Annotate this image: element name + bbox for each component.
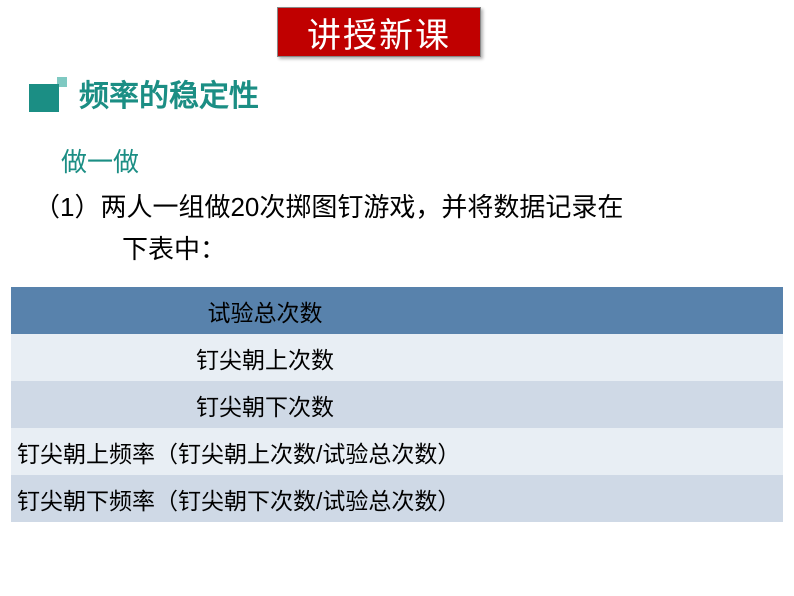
table-cell-value bbox=[519, 287, 783, 334]
instruction-line2: 下表中： bbox=[122, 229, 623, 271]
section-icon-big bbox=[29, 84, 59, 112]
table-row: 钉尖朝下次数 bbox=[11, 381, 783, 428]
table-cell-label: 试验总次数 bbox=[11, 287, 519, 334]
table-cell-value bbox=[519, 334, 783, 381]
experiment-table: 试验总次数 钉尖朝上次数 钉尖朝下次数 钉尖朝上频率（钉尖朝上次数/试验总次数）… bbox=[11, 287, 783, 522]
table-cell-value bbox=[519, 475, 783, 522]
instruction-text: （1）两人一组做20次掷图钉游戏，并将数据记录在 下表中： bbox=[34, 187, 623, 270]
table-cell-value bbox=[519, 381, 783, 428]
table-cell-label: 钉尖朝上频率（钉尖朝上次数/试验总次数） bbox=[11, 428, 519, 475]
section-icon bbox=[29, 77, 69, 112]
section-header: 频率的稳定性 bbox=[29, 77, 259, 112]
section-title: 频率的稳定性 bbox=[79, 82, 259, 112]
table-row: 钉尖朝下频率（钉尖朝下次数/试验总次数） bbox=[11, 475, 783, 522]
instruction-line1: （1）两人一组做20次掷图钉游戏，并将数据记录在 bbox=[34, 187, 623, 229]
table-cell-label: 钉尖朝下次数 bbox=[11, 381, 519, 428]
table-cell-label: 钉尖朝下频率（钉尖朝下次数/试验总次数） bbox=[11, 475, 519, 522]
lesson-banner: 讲授新课 bbox=[277, 7, 481, 57]
table-cell-value bbox=[519, 428, 783, 475]
table-row: 试验总次数 bbox=[11, 287, 783, 334]
lesson-banner-text: 讲授新课 bbox=[307, 8, 451, 57]
subtitle: 做一做 bbox=[61, 142, 139, 179]
table-row: 钉尖朝上次数 bbox=[11, 334, 783, 381]
table-row: 钉尖朝上频率（钉尖朝上次数/试验总次数） bbox=[11, 428, 783, 475]
table-cell-label: 钉尖朝上次数 bbox=[11, 334, 519, 381]
